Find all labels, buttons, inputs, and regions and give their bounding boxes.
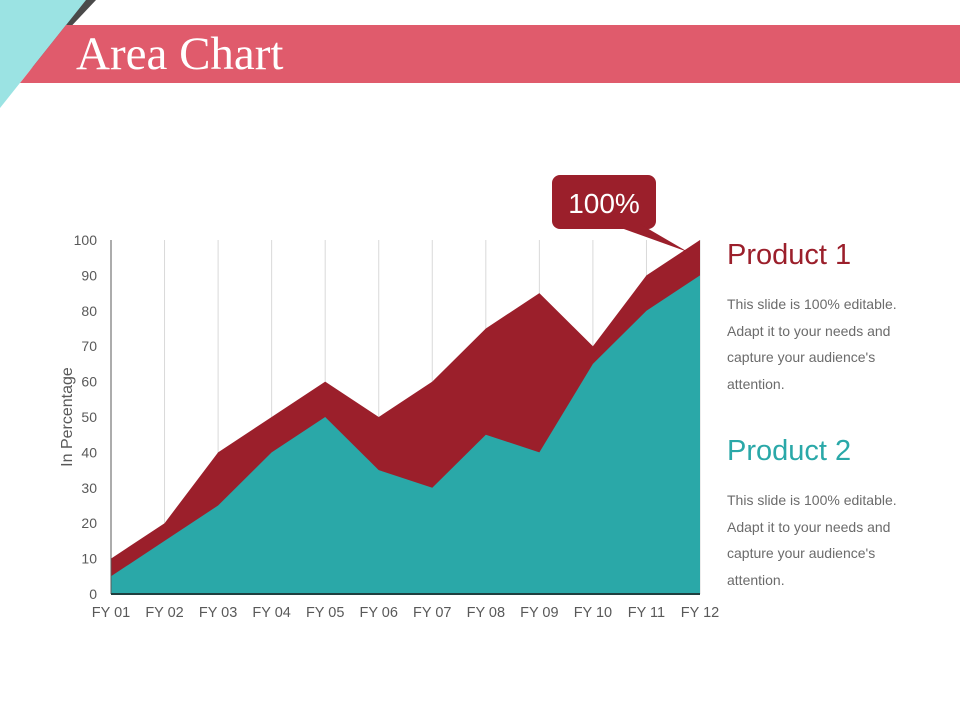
title-bar-background [20,25,960,83]
y-tick-label: 60 [81,374,97,390]
x-tick-label: FY 05 [306,605,344,621]
legend-description-product-1: This slide is 100% editable. Adapt it to… [727,296,897,392]
title-bar [20,25,960,83]
page-title: Area Chart [76,28,284,80]
y-axis-label: In Percentage [59,367,76,467]
x-tick-label: FY 09 [520,605,558,621]
y-tick-label: 0 [89,586,97,602]
chart-areas [111,240,700,594]
y-tick-label: 40 [81,444,97,460]
y-tick-label: 10 [81,551,97,567]
callout-label: 100% [568,188,640,219]
y-tick-label: 30 [81,480,97,496]
x-axis-ticks: FY 01 FY 02 FY 03 FY 04 FY 05 FY 06 FY 07 FY 08… [92,605,719,621]
y-tick-label: 90 [81,267,97,283]
y-tick-label: 80 [81,303,97,319]
y-tick-label: 20 [81,515,97,531]
legend-product-1: Product 1 This slide is 100% editable. A… [727,238,947,397]
x-tick-label: FY 02 [145,605,183,621]
x-tick-label: FY 08 [467,605,505,621]
callout-box [552,175,656,229]
legend-title-product-1: Product 1 [727,239,852,271]
x-tick-label: FY 01 [92,605,130,621]
x-tick-label: FY 10 [574,605,612,621]
x-tick-label: FY 04 [252,605,290,621]
y-tick-label: 100 [74,232,98,248]
y-tick-label: 70 [81,338,97,354]
area-series-product-2 [111,275,700,594]
y-axis-ticks: 0 10 20 30 40 50 60 70 80 90 100 [74,232,98,602]
legend-title-product-2: Product 2 [727,435,852,467]
callout-pointer [610,224,688,252]
x-tick-label: FY 11 [628,605,665,621]
x-tick-label: FY 03 [199,605,237,621]
chart-axes [110,240,700,595]
x-tick-label: FY 07 [413,605,451,621]
legend-description-product-2: This slide is 100% editable. Adapt it to… [727,492,897,588]
y-tick-label: 50 [81,409,97,425]
legend-product-2: Product 2 This slide is 100% editable. A… [727,434,947,593]
value-callout: 100% [552,175,688,252]
x-tick-label: FY 12 [681,605,719,621]
x-tick-label: FY 06 [360,605,398,621]
